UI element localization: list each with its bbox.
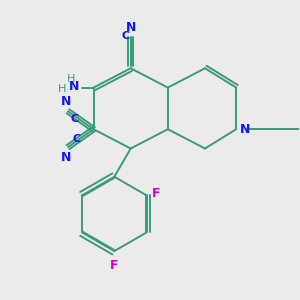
Text: F: F [110,260,118,272]
Text: H: H [58,84,67,94]
Text: H: H [67,74,75,84]
Text: N: N [61,151,72,164]
Text: N: N [68,80,79,94]
Text: C: C [121,31,129,40]
Text: C: C [73,134,81,144]
Text: C: C [70,114,79,124]
Text: F: F [152,187,161,200]
Text: N: N [240,123,250,136]
Text: N: N [125,21,136,34]
Text: N: N [61,95,72,108]
